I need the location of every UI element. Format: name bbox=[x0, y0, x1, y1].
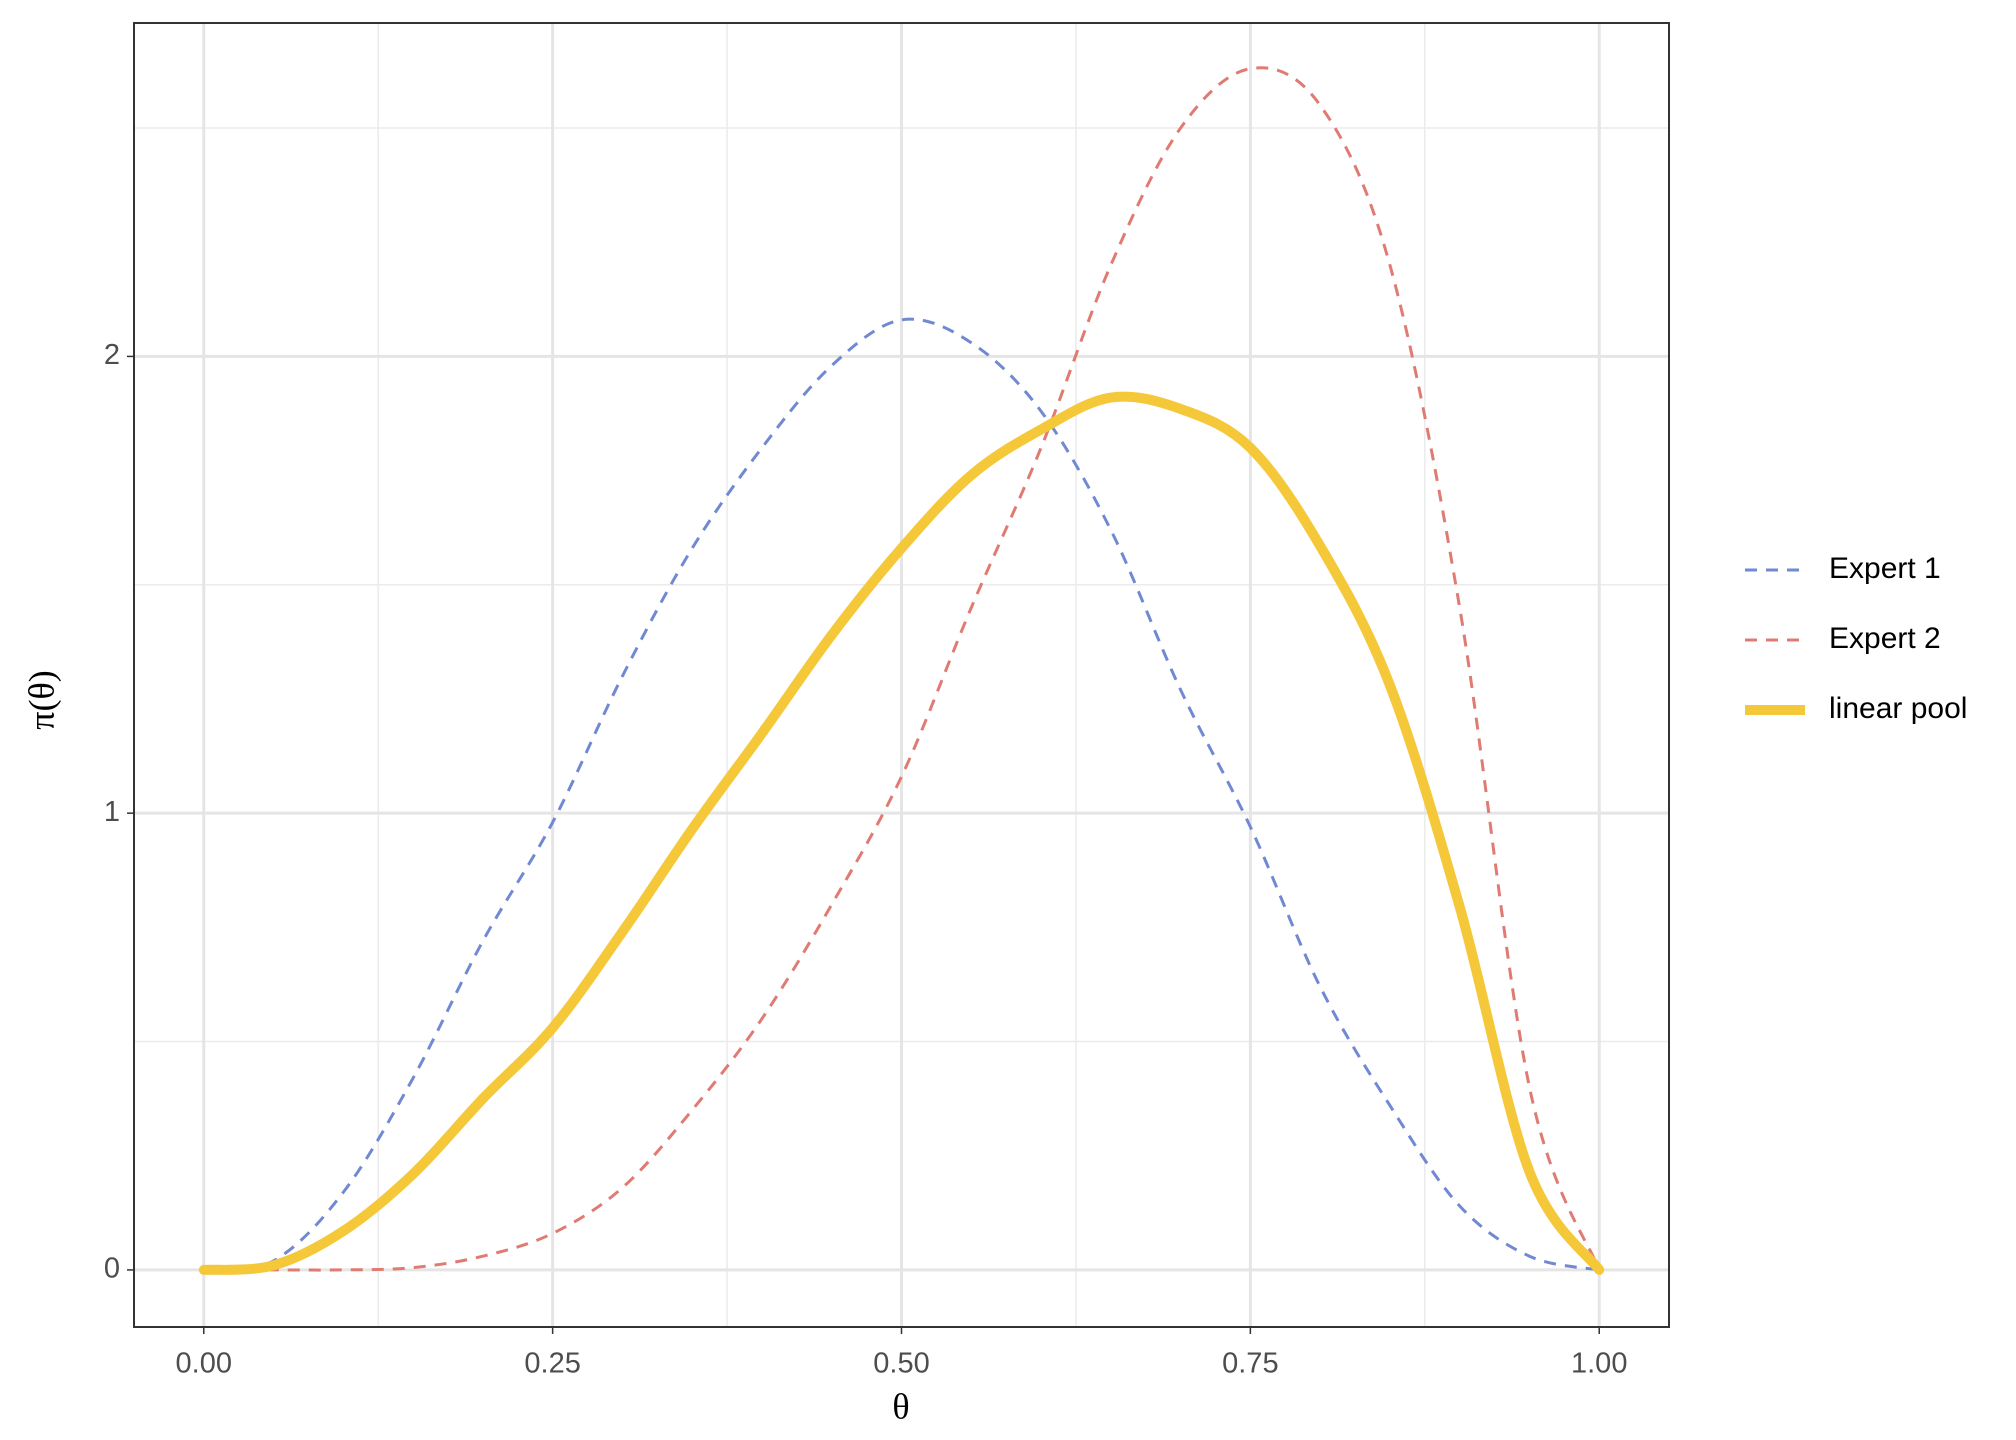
x-tick-label: 0.50 bbox=[873, 1348, 929, 1380]
panel-border bbox=[133, 22, 1670, 1328]
legend-label: Expert 1 bbox=[1829, 552, 1941, 585]
y-tick-label: 1 bbox=[104, 796, 120, 828]
legend-label: Expert 2 bbox=[1829, 622, 1941, 655]
y-tick-label: 2 bbox=[104, 339, 120, 371]
series-line bbox=[203, 317, 1600, 1272]
x-tick-label: 1.00 bbox=[1571, 1348, 1627, 1380]
y-tick-label: 0 bbox=[104, 1253, 120, 1285]
x-tick-label: 0.00 bbox=[176, 1348, 232, 1380]
x-tick-label: 0.75 bbox=[1222, 1348, 1278, 1380]
series-line bbox=[203, 66, 1601, 1272]
x-tick-label: 0.25 bbox=[524, 1348, 580, 1380]
x-axis-title: θ bbox=[892, 1386, 909, 1426]
legend-label: linear pool bbox=[1829, 692, 1967, 725]
y-axis-title: π(θ) bbox=[21, 670, 61, 729]
series-line bbox=[198, 391, 1605, 1275]
